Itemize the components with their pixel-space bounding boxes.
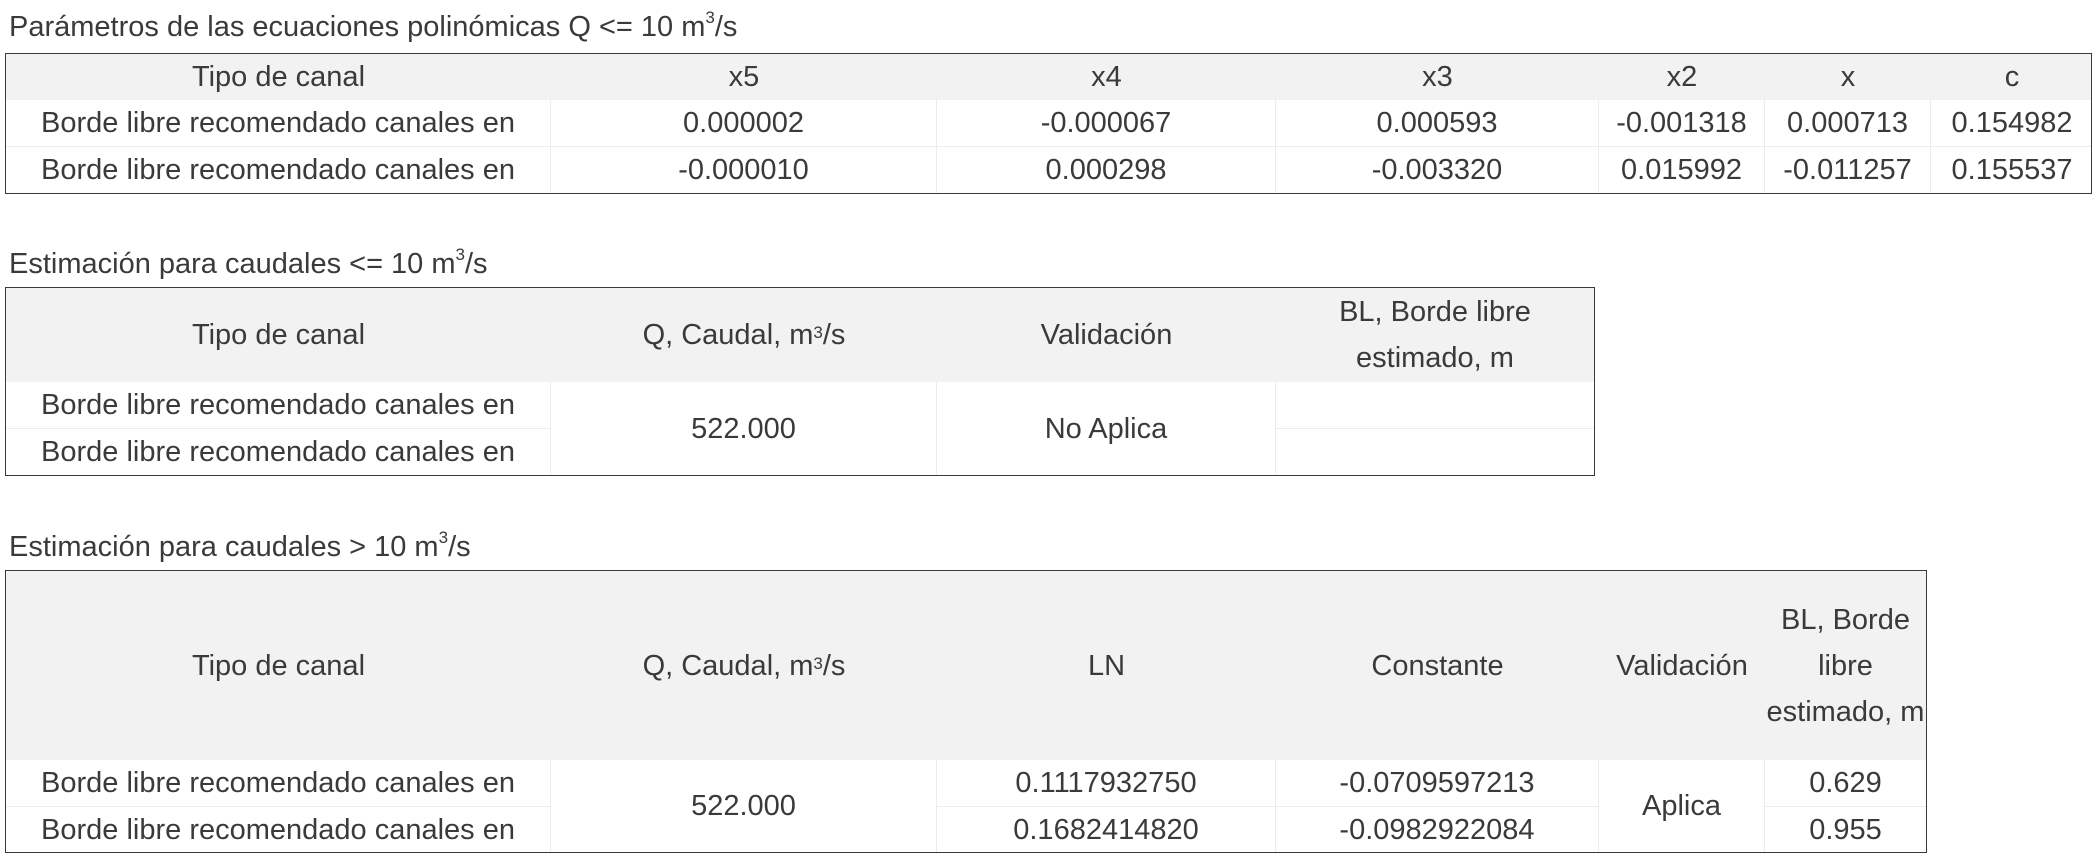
- row1-tipo: Borde libre recomendado canales en: [6, 100, 551, 147]
- row2-tipo: Borde libre recomendado canales en: [6, 147, 551, 193]
- header-tipo-de-canal: Tipo de canal: [6, 571, 551, 760]
- row2-x3: -0.003320: [1276, 147, 1599, 193]
- header-x: x: [1765, 54, 1931, 100]
- table3-title: Estimación para caudales > 10 m3/s: [9, 528, 471, 563]
- row2-x2: 0.015992: [1599, 147, 1765, 193]
- row2-x: -0.011257: [1765, 147, 1931, 193]
- row1-x4: -0.000067: [937, 100, 1276, 147]
- row1-x2: -0.001318: [1599, 100, 1765, 147]
- header-c: c: [1931, 54, 2091, 100]
- row2-bl: [1276, 429, 1594, 475]
- row2-c: 0.155537: [1951, 154, 2073, 186]
- header-caudal: Q, Caudal, m 3/s: [551, 571, 937, 760]
- header-caudal: Q, Caudal, m 3/s: [551, 288, 937, 382]
- row2-ln: 0.1682414820: [937, 807, 1276, 852]
- header-validacion: Validación: [1599, 571, 1765, 760]
- header-x4: x4: [937, 54, 1276, 100]
- row2-bl: 0.955: [1809, 813, 1882, 846]
- header-bl-estimado: BL, Borde libre estimado, m: [1765, 571, 1926, 760]
- row2-tipo: Borde libre recomendado canales en: [6, 429, 551, 475]
- validacion-value: Aplica: [1599, 760, 1765, 852]
- row2-tipo: Borde libre recomendado canales en: [6, 807, 551, 852]
- row2-x5: -0.000010: [551, 147, 937, 193]
- row1-x: 0.000713: [1765, 100, 1931, 147]
- header-x3: x3: [1276, 54, 1599, 100]
- row2-x4: 0.000298: [937, 147, 1276, 193]
- row1-x3: 0.000593: [1276, 100, 1599, 147]
- table1-title: Parámetros de las ecuaciones polinómicas…: [9, 8, 738, 43]
- estimation-le10-table: Tipo de canal Q, Caudal, m 3/s Validación…: [5, 287, 1595, 476]
- header-ln: LN: [937, 571, 1276, 760]
- row1-x5: 0.000002: [551, 100, 937, 147]
- header-constante: Constante: [1276, 571, 1599, 760]
- row1-c: 0.154982: [1931, 100, 2091, 147]
- estimation-gt10-table: Tipo de canal Q, Caudal, m 3/s LN Constan…: [5, 570, 1927, 853]
- row1-bl: 0.629: [1765, 760, 1926, 807]
- header-tipo-de-canal: Tipo de canal: [6, 54, 551, 100]
- caudal-value: 522.000: [551, 760, 937, 852]
- validacion-value: No Aplica: [937, 382, 1276, 475]
- row1-tipo: Borde libre recomendado canales en: [6, 382, 551, 429]
- row1-ln: 0.1117932750: [937, 760, 1276, 807]
- header-x5: x5: [551, 54, 937, 100]
- row1-bl: [1276, 382, 1594, 429]
- caudal-value: 522.000: [551, 382, 937, 475]
- header-validacion: Validación: [937, 288, 1276, 382]
- row1-constante: -0.0709597213: [1276, 760, 1599, 807]
- header-x2: x2: [1599, 54, 1765, 100]
- row1-tipo: Borde libre recomendado canales en: [6, 760, 551, 807]
- header-bl-estimado: BL, Borde libre estimado, m: [1276, 288, 1594, 382]
- polynomial-parameters-table: Tipo de canal x5 x4 x3 x2 x c Borde libr…: [5, 53, 2092, 194]
- row2-constante: -0.0982922084: [1276, 807, 1599, 852]
- header-tipo-de-canal: Tipo de canal: [6, 288, 551, 382]
- table2-title: Estimación para caudales <= 10 m3/s: [9, 245, 488, 280]
